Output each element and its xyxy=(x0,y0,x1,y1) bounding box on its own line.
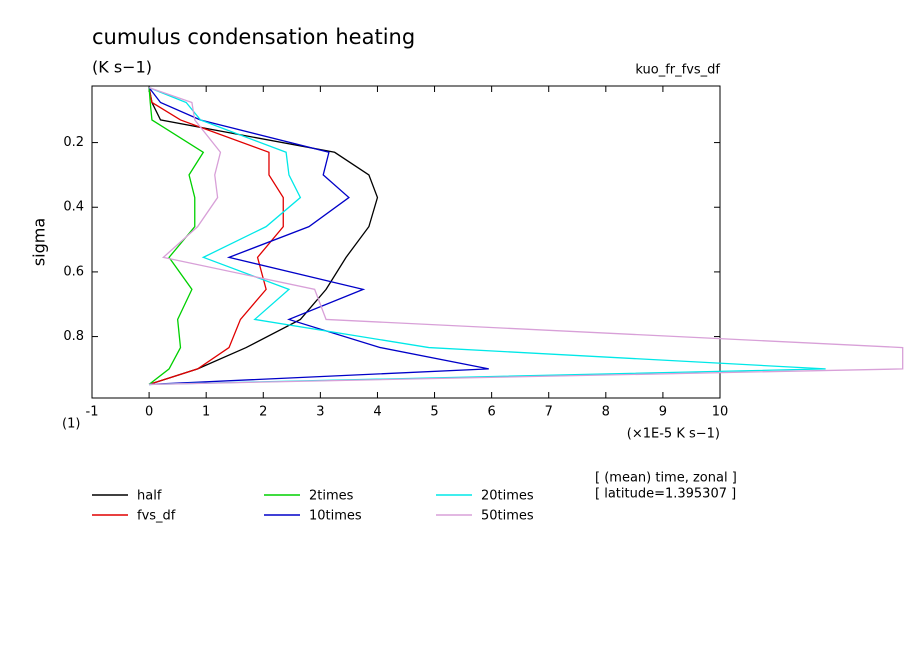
series-line xyxy=(148,87,205,385)
series-line xyxy=(148,87,379,386)
legend-label: 2times xyxy=(309,489,354,504)
series-line xyxy=(148,87,904,386)
legend-label: 50times xyxy=(481,509,534,524)
x-axis-label: (×1E-5 K s−1) xyxy=(627,427,720,442)
y-tick-label: 0.4 xyxy=(63,200,84,215)
legend-label: 10times xyxy=(309,509,362,524)
run-label: kuo_fr_fvs_df xyxy=(635,63,720,78)
x-tick-label: -1 xyxy=(86,405,99,420)
x-tick-label: 4 xyxy=(373,405,381,420)
x-tick-label: 1 xyxy=(202,405,210,420)
y-tick-label: 0.8 xyxy=(63,329,84,344)
x-tick-label: 0 xyxy=(145,405,153,420)
legend-label: half xyxy=(137,489,162,504)
corner-label: (1) xyxy=(62,417,80,432)
series-line xyxy=(148,87,284,386)
y-axis-label: sigma xyxy=(30,218,49,266)
x-tick-label: 6 xyxy=(487,405,495,420)
chart-title: cumulus condensation heating xyxy=(92,25,415,49)
chart-subtitle: (K s−1) xyxy=(92,58,152,77)
y-tick-label: 0.2 xyxy=(63,135,84,150)
note: [ latitude=1.395307 ] xyxy=(595,487,736,502)
x-tick-label: 5 xyxy=(430,405,438,420)
legend-label: 20times xyxy=(481,489,534,504)
series-line xyxy=(148,87,489,386)
x-tick-label: 10 xyxy=(712,405,729,420)
x-tick-label: 2 xyxy=(259,405,267,420)
x-tick-label: 8 xyxy=(602,405,610,420)
series-line xyxy=(148,87,826,386)
x-tick-label: 7 xyxy=(545,405,553,420)
y-tick-label: 0.6 xyxy=(63,264,84,279)
x-tick-label: 9 xyxy=(659,405,667,420)
x-tick-label: 3 xyxy=(316,405,324,420)
legend-label: fvs_df xyxy=(137,509,176,524)
note: [ (mean) time, zonal ] xyxy=(595,471,737,486)
plot-frame xyxy=(91,85,721,399)
